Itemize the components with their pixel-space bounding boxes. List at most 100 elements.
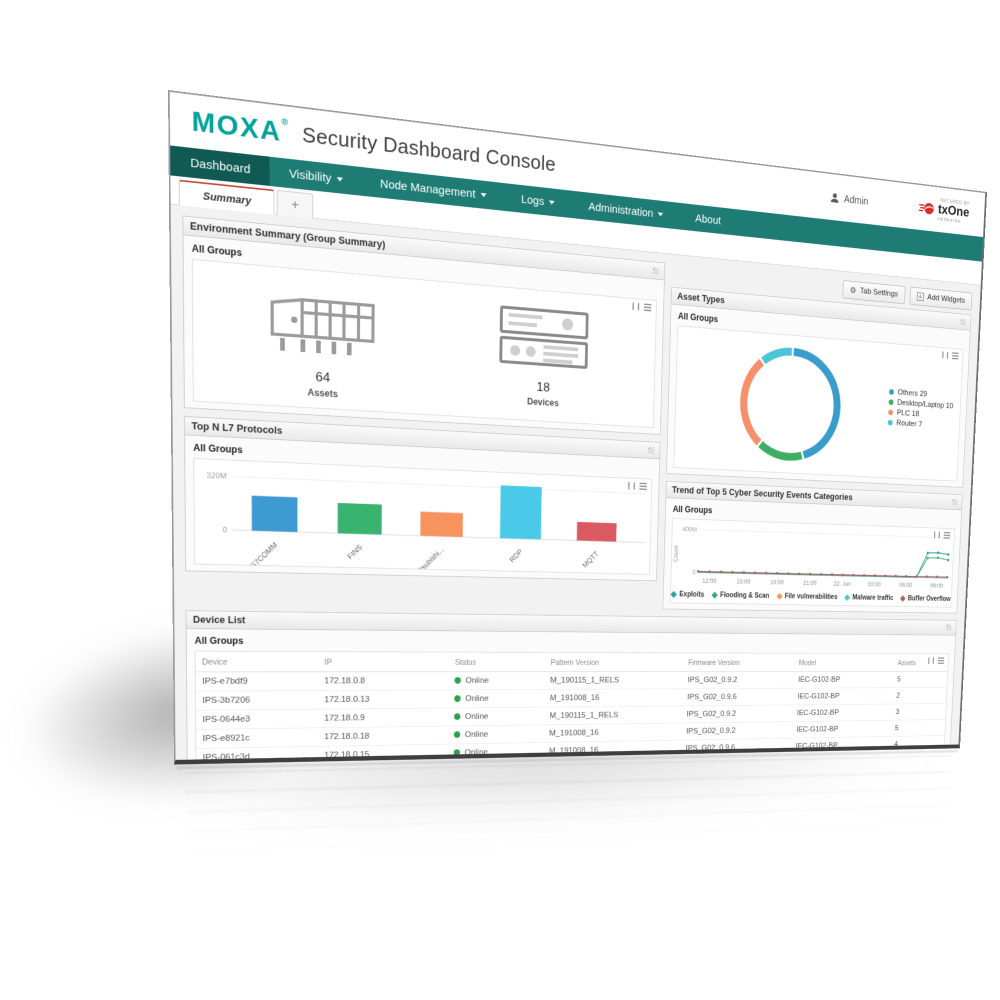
person-icon — [831, 192, 839, 203]
table-cell: M_191008_16 — [544, 688, 683, 707]
legend-label: Router 7 — [896, 418, 923, 429]
legend-item: Flooding & Scan — [711, 591, 769, 600]
user-menu[interactable]: Admin — [830, 191, 868, 207]
table-cell: IPS-e8921c — [196, 727, 319, 749]
table-cell: Online — [448, 706, 545, 726]
resize-handle-icon[interactable] — [653, 267, 660, 275]
pause-icon[interactable] — [628, 482, 636, 490]
menu-icon[interactable] — [937, 657, 945, 659]
status-badge: Online — [464, 712, 489, 721]
widget-trend: Trend of Top 5 Cyber Security Events Cat… — [662, 480, 963, 614]
legend-label: PLC 18 — [896, 408, 920, 419]
status-badge: Online — [465, 694, 489, 703]
svg-text:Mitsubishi...: Mitsubishi... — [412, 545, 445, 574]
table-cell: M_190115_1_RELS — [543, 705, 682, 725]
table-cell: 2 — [891, 687, 947, 704]
table-cell: IPS_G02_0.9.2 — [682, 671, 794, 689]
table-cell: IEC-G102-BP — [791, 703, 892, 722]
pause-icon[interactable] — [928, 657, 935, 664]
nav-item-label: Logs — [520, 192, 545, 208]
column-header-device: Device — [195, 652, 319, 672]
resize-handle-icon[interactable] — [648, 446, 655, 454]
ips-device-icon — [490, 302, 596, 374]
resize-handle-icon[interactable] — [951, 498, 958, 506]
table-cell: IEC-G102-BP — [792, 687, 893, 705]
table-cell: 5 — [892, 671, 948, 688]
svg-text:S7COMM: S7COMM — [248, 540, 279, 570]
table-cell: IPS_G02_0.9.2 — [680, 721, 792, 740]
svg-text:0: 0 — [693, 569, 696, 576]
legend-item: Malware traffic — [844, 594, 894, 602]
svg-text:18:00: 18:00 — [770, 579, 784, 586]
svg-text:03:00: 03:00 — [868, 581, 881, 588]
table-cell: Online — [448, 689, 545, 708]
vendor-logo: SECURED BY txOne networks — [918, 196, 970, 225]
widget-device-list: Device List All Groups Device IP Status Pat… — [185, 610, 957, 765]
column-header-ip: IP — [318, 653, 450, 672]
svg-text:09:00: 09:00 — [930, 582, 943, 589]
device-list-panel: Device IP Status Pattern Version Firmware Ve… — [194, 650, 949, 764]
pause-icon[interactable] — [632, 302, 640, 311]
svg-text:0: 0 — [223, 525, 228, 534]
table-cell: IPS-e7bdf9 — [195, 671, 319, 691]
widget-title: Asset Types — [677, 291, 725, 306]
table-cell: IPS-0644e3 — [195, 708, 319, 730]
resize-handle-icon[interactable] — [960, 318, 966, 326]
group-label: All Groups — [194, 634, 244, 647]
bar-chart: 320M 0 S7COMM FINS Mitsubishi... RDP MQTT — [194, 459, 652, 574]
browser-card: MOXA® Security Dashboard Console Admin — [168, 90, 988, 765]
menu-icon[interactable] — [644, 303, 652, 306]
status-badge: Online — [464, 729, 489, 739]
legend-label: Others 29 — [897, 388, 928, 399]
widget-title: Top N L7 Protocols — [191, 420, 283, 437]
status-online-dot — [454, 713, 461, 720]
menu-icon[interactable] — [943, 531, 951, 534]
caret-down-icon — [657, 211, 664, 217]
svg-text:RDP: RDP — [508, 547, 524, 564]
menu-icon[interactable] — [639, 482, 648, 485]
donut-chart — [730, 334, 851, 473]
gear-icon: ⚙ — [849, 285, 857, 296]
table-cell: 3 — [890, 703, 946, 721]
add-widgets-button[interactable]: Add Widgets — [909, 286, 973, 311]
moxa-logo: MOXA® — [191, 105, 290, 148]
legend-dot — [888, 419, 893, 426]
nav-item-label: Dashboard — [190, 155, 251, 177]
caret-down-icon — [336, 176, 344, 182]
environment-panel: 64 Assets — [191, 258, 658, 429]
tab-settings-button[interactable]: ⚙ Tab Settings — [842, 280, 906, 305]
widget-title: Device List — [192, 613, 246, 626]
card-reflection — [185, 754, 952, 886]
resize-handle-icon[interactable] — [946, 624, 952, 631]
legend-label: Buffer Overflow — [907, 595, 951, 604]
add-tab-button[interactable]: + — [276, 189, 314, 219]
legend-marker — [844, 594, 851, 601]
trend-chart: 400M 0 Count 12:00 15:00 18:00 21:00 22. Jan 03:… — [671, 519, 954, 592]
status-online-dot — [454, 676, 462, 684]
pause-icon[interactable] — [942, 351, 949, 359]
column-header-firmware-version: Firmware Version — [682, 654, 795, 672]
svg-text:21:00: 21:00 — [803, 579, 817, 586]
table-cell: 5 — [889, 719, 946, 737]
svg-text:15:00: 15:00 — [737, 578, 751, 585]
txone-icon — [918, 202, 935, 215]
trend-panel: 400M 0 Count 12:00 15:00 18:00 21:00 22. Jan 03:… — [670, 518, 955, 608]
table-cell: 172.18.0.9 — [318, 707, 449, 728]
column-header-model: Model — [793, 654, 894, 672]
table-cell: 172.18.0.13 — [318, 689, 449, 709]
legend-label: File vulnerabilities — [784, 592, 838, 602]
dashboard-content: Environment Summary (Group Summary) All … — [170, 204, 981, 765]
svg-text:320M: 320M — [206, 470, 226, 480]
legend-label: Exploits — [679, 590, 705, 599]
table-cell: 172.18.0.18 — [318, 725, 449, 747]
pause-icon[interactable] — [933, 531, 940, 539]
widget-top-protocols: Top N L7 Protocols All Groups — [184, 416, 661, 582]
svg-text:Count: Count — [672, 545, 679, 563]
svg-text:400M: 400M — [683, 525, 698, 533]
dashboard-window: MOXA® Security Dashboard Console Admin — [168, 90, 988, 959]
caret-down-icon — [480, 192, 487, 197]
legend-marker — [776, 593, 783, 600]
menu-icon[interactable] — [952, 352, 959, 355]
status-badge: Online — [465, 676, 489, 685]
legend-item: Buffer Overflow — [900, 595, 951, 604]
